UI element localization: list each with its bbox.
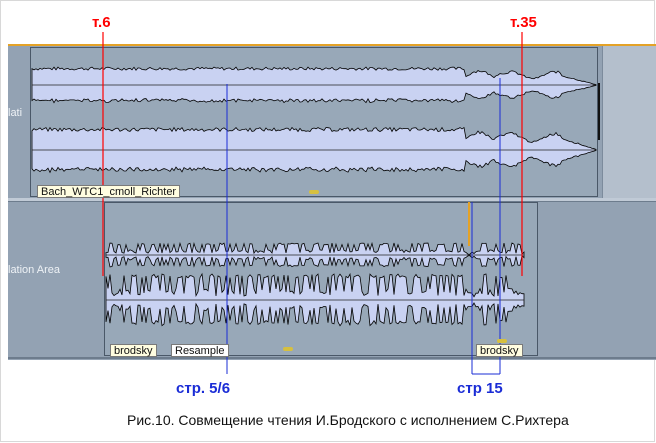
- track-bottom-border: [8, 357, 656, 359]
- clip-label-richter[interactable]: Bach_WTC1_cmoll_Richter: [37, 185, 181, 198]
- clip-label-resample[interactable]: Resample: [171, 344, 229, 357]
- audio-clip-brodsky[interactable]: [104, 202, 538, 356]
- marker-lines: [102, 32, 600, 375]
- clip-label-brodsky-2[interactable]: brodsky: [476, 344, 523, 357]
- volume-handle-icon[interactable]: [497, 339, 507, 343]
- figure-caption: Рис.10. Совмещение чтения И.Бродского с …: [127, 412, 569, 428]
- track-header-top[interactable]: [8, 46, 30, 198]
- annotation-page-right: стр 15: [457, 380, 503, 397]
- clip-label-brodsky[interactable]: brodsky: [110, 344, 157, 357]
- volume-handle-icon[interactable]: [309, 190, 319, 194]
- track-header-label-top: lati: [8, 107, 23, 119]
- track-header-label-bottom: lation Area: [8, 264, 60, 276]
- track-top-border: [8, 44, 656, 46]
- track-divider[interactable]: [8, 198, 656, 201]
- marker-label-left: т.6: [92, 14, 111, 31]
- track-right-panel: [602, 46, 656, 198]
- annotation-page-left: стр. 5/6: [176, 380, 231, 397]
- volume-handle-icon[interactable]: [283, 347, 293, 351]
- waveforms: [31, 66, 597, 327]
- track-divider-shadow: [8, 201, 656, 202]
- marker-label-right: т.35: [510, 14, 537, 31]
